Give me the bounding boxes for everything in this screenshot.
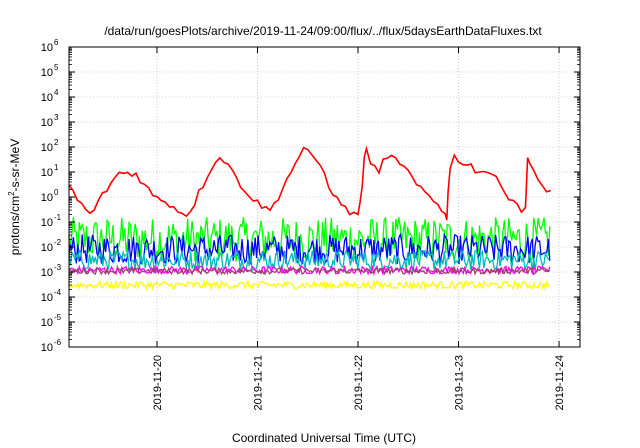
series-line: [69, 248, 550, 272]
x-tick-label: 2019-11-24: [554, 355, 566, 410]
y-tick-label: 10: [41, 167, 53, 179]
series-line: [69, 216, 551, 263]
y-tick-label-exponent: -6: [54, 338, 62, 347]
series-group: [69, 145, 551, 291]
y-axis-label-rest: -s-sr-MeV: [8, 139, 22, 192]
y-tick-label: 10: [41, 342, 53, 354]
y-tick-label-exponent: -5: [54, 313, 62, 322]
x-axis-label: Coordinated Universal Time (UTC): [232, 431, 416, 445]
y-tick-label-exponent: -1: [54, 213, 62, 222]
y-tick-label: 10: [41, 142, 53, 154]
chart-title: /data/run/goesPlots/archive/2019-11-24/0…: [104, 24, 542, 38]
y-axis-label-base: protons/cm: [8, 196, 22, 255]
y-tick-label-exponent: -4: [54, 288, 62, 297]
y-tick-label: 10: [41, 92, 53, 104]
x-tick-label: 2019-11-22: [353, 355, 365, 410]
y-tick-label: 10: [41, 67, 53, 79]
y-tick-label-exponent: -2: [54, 238, 62, 247]
y-tick-label: 10: [41, 217, 53, 229]
y-tick-label: 10: [41, 242, 53, 254]
grid: [69, 47, 580, 347]
y-axis-label: protons/cm2-s-sr-MeV: [7, 139, 22, 255]
y-tick-label: 10: [41, 317, 53, 329]
y-tick-label: 10: [41, 192, 53, 204]
x-axis: 2019-11-20 2019-11-21 2019-11-22 2019-11-23…: [152, 47, 566, 410]
y-tick-label-exponent: 4: [54, 88, 59, 97]
y-tick-label-exponent: 0: [54, 188, 59, 197]
series-line: [69, 145, 551, 221]
y-axis-label-sup: 2: [7, 191, 16, 196]
y-tick-label: 10: [41, 42, 53, 54]
y-tick-label-exponent: 5: [54, 63, 59, 72]
x-tick-label: 2019-11-21: [252, 355, 264, 410]
y-tick-label-exponent: 6: [54, 38, 59, 47]
y-tick-label: 10: [41, 117, 53, 129]
y-tick-label-exponent: 2: [54, 138, 59, 147]
y-tick-label-exponent: 3: [54, 113, 59, 122]
y-tick-label-exponent: 1: [54, 163, 59, 172]
y-axis: 10 -610 -510 -410 -310 -210 -110 010 110 210 310 41…: [41, 38, 580, 354]
series-line: [69, 232, 551, 265]
y-tick-label: 10: [41, 267, 53, 279]
x-tick-label: 2019-11-23: [454, 355, 466, 410]
series-line: [69, 279, 551, 291]
y-tick-label: 10: [41, 292, 53, 304]
series-line: [69, 266, 550, 277]
y-tick-label-exponent: -3: [54, 263, 62, 272]
x-tick-label: 2019-11-20: [152, 355, 164, 410]
